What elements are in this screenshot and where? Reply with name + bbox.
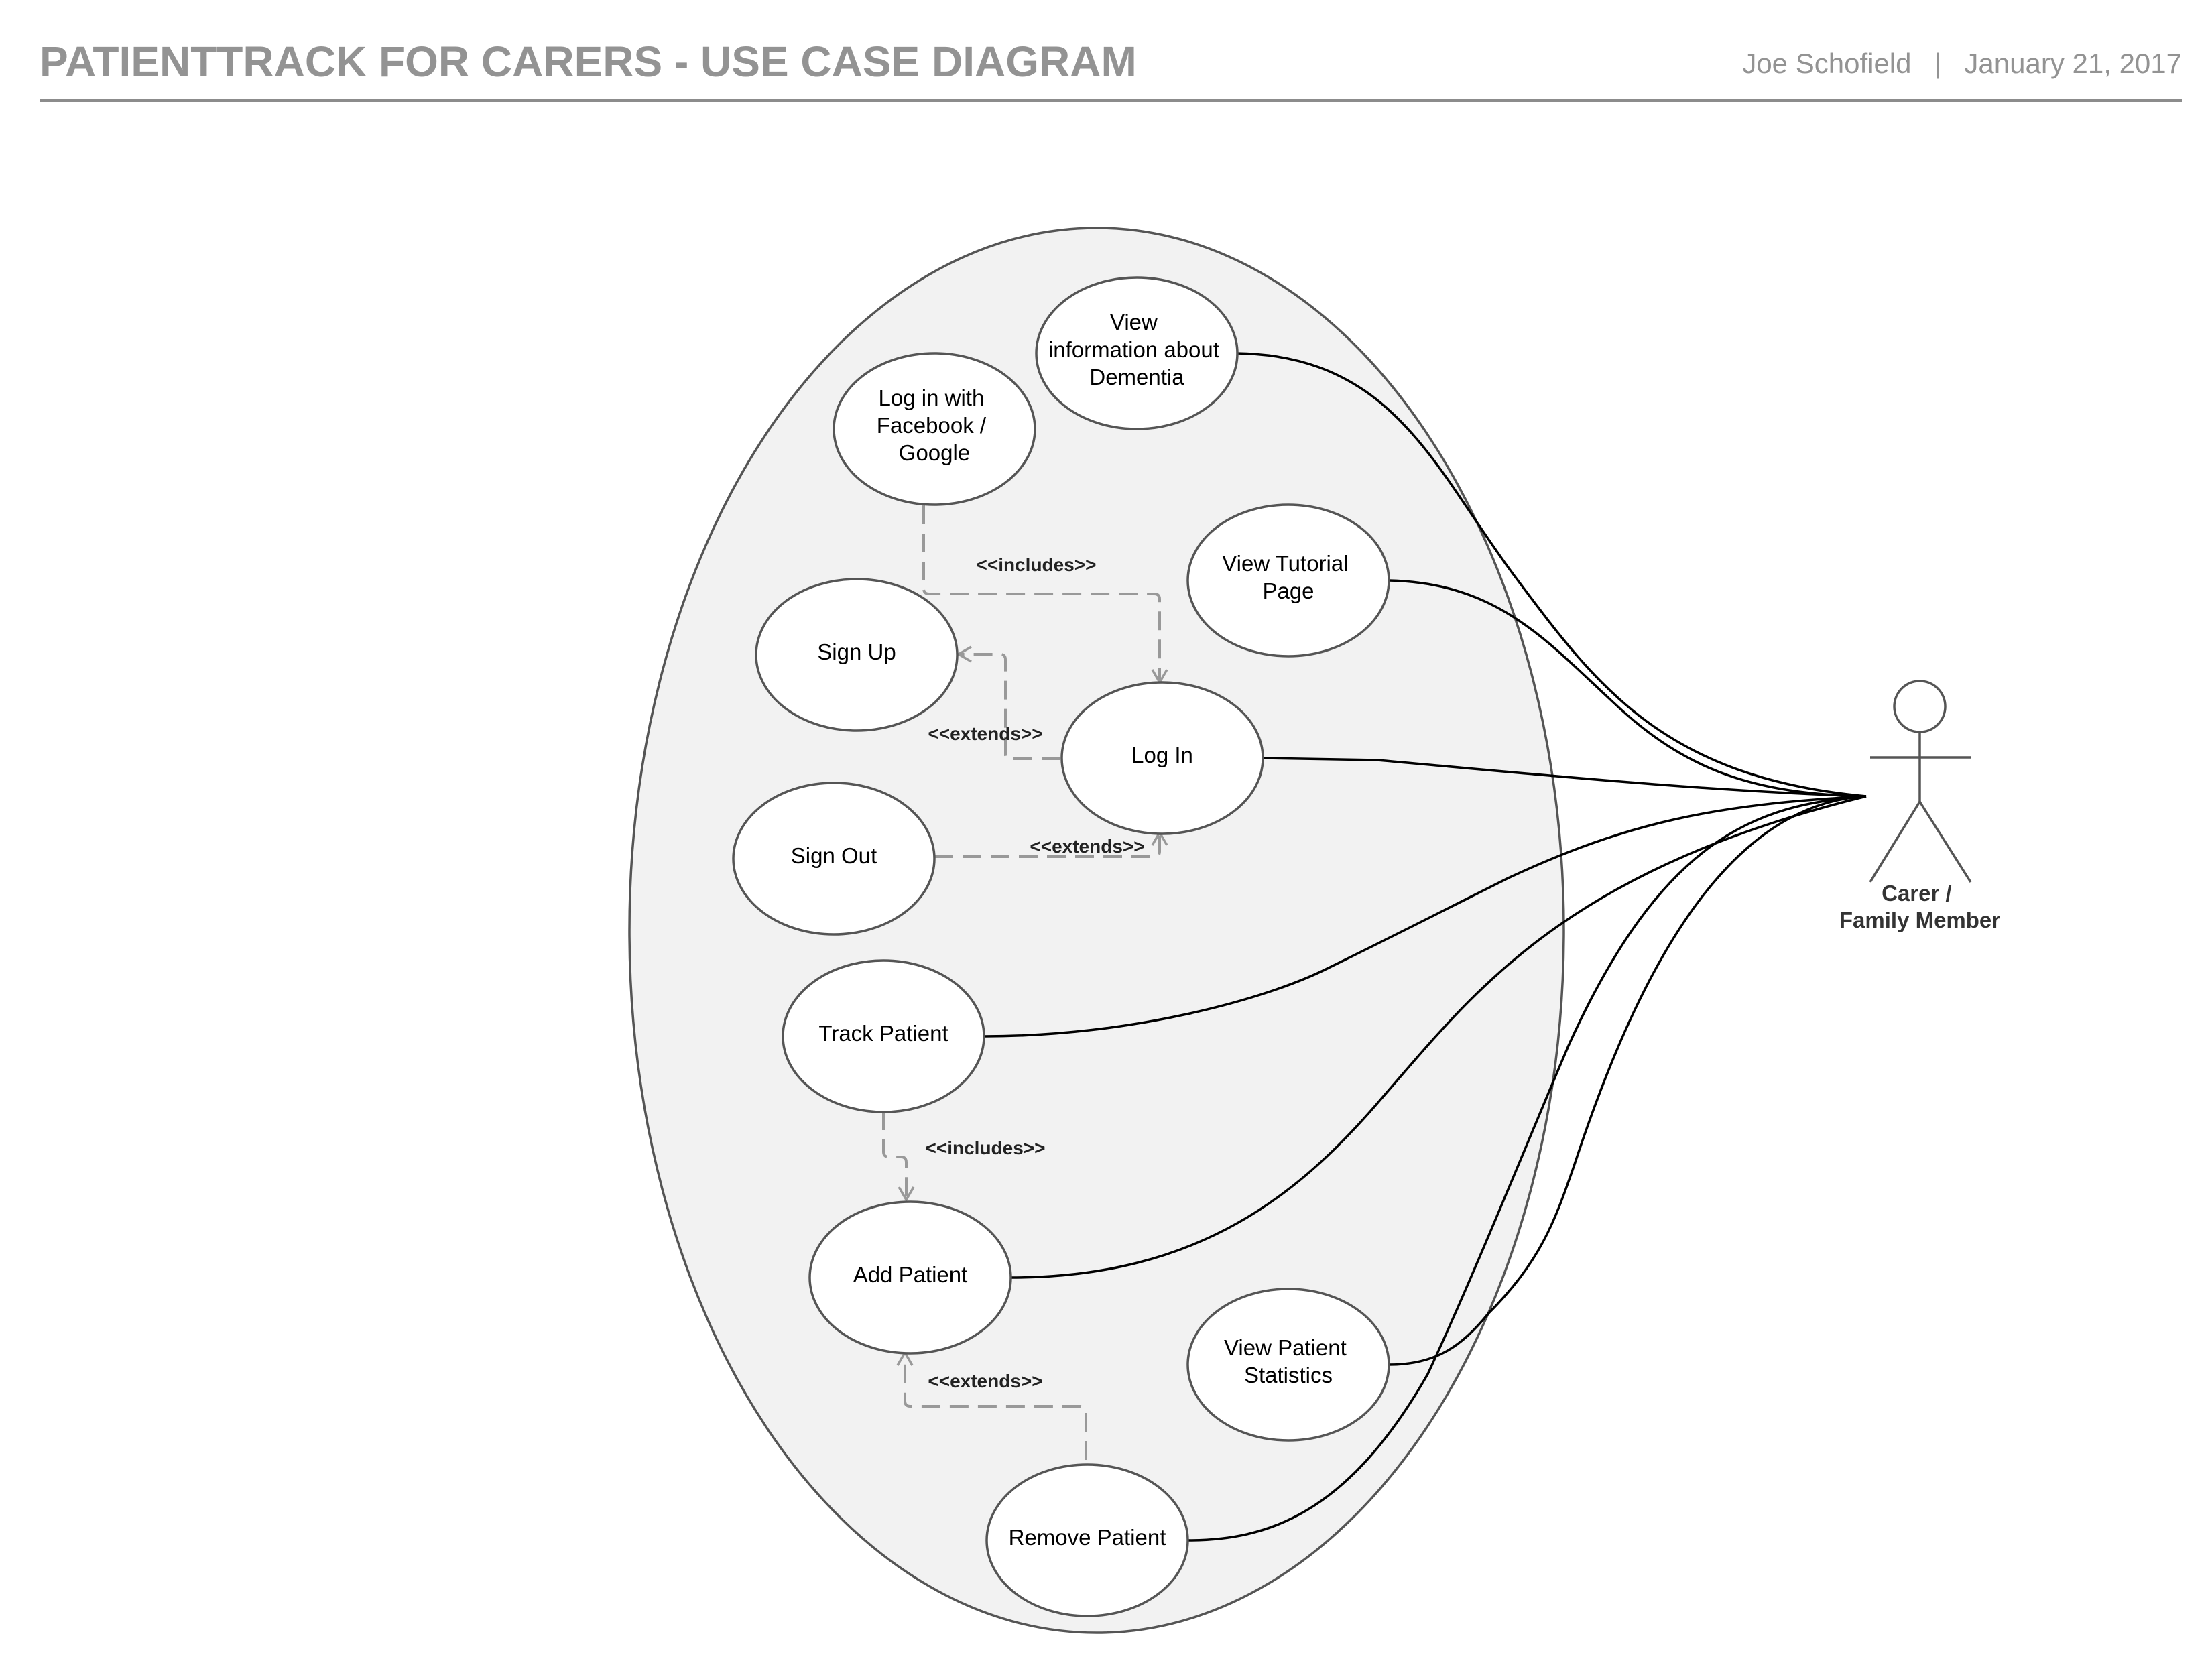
use-case-login-social: Log in with Facebook / Google [833, 352, 1036, 506]
use-case-label: Statistics [1244, 1363, 1333, 1387]
use-case-label: Log in with [879, 385, 985, 410]
assoc-track-patient [983, 795, 1867, 1038]
use-case-add-patient: Add Patient [808, 1200, 1012, 1355]
use-case-label: Page [1262, 578, 1314, 603]
use-case-view-dementia-info: View information about Dementia [1035, 276, 1239, 430]
use-case-label: Add Patient [853, 1262, 968, 1287]
author-name: Joe Schofield [1742, 48, 1912, 79]
use-case-ellipse [782, 959, 985, 1113]
use-case-label: Remove Patient [1009, 1525, 1166, 1550]
use-case-label: Track Patient [818, 1021, 948, 1046]
use-case-label: Sign Up [817, 639, 896, 664]
includes-track-line [882, 1111, 915, 1202]
actor-label: Carer / Family Member [1839, 881, 2000, 932]
assoc-add-patient [1010, 795, 1867, 1279]
svg-text:View information about: View information about Dementia [1048, 310, 1225, 389]
use-case-label: View Patient [1224, 1335, 1347, 1360]
use-case-label: Google [899, 440, 970, 465]
page-title: PATIENTTRACK FOR CARERS - USE CASE DIAGR… [40, 38, 1137, 86]
use-case-label: Log In [1131, 743, 1193, 767]
use-case-label: View Tutorial [1222, 551, 1348, 576]
use-case-remove-patient: Remove Patient [985, 1463, 1189, 1617]
actor-carer [1869, 680, 1972, 883]
extends-remove-line [896, 1350, 1087, 1460]
use-case-ellipse [1060, 681, 1264, 835]
relationship-label-extends-remove: <<extends>> [928, 1371, 1042, 1391]
use-case-view-tutorial: View Tutorial Page [1186, 503, 1390, 658]
actor-label-line: Carer / [1882, 881, 1952, 906]
use-case-ellipse [755, 578, 959, 732]
use-case-view-statistics: View Patient Statistics [1186, 1288, 1390, 1442]
use-case-label: Sign Out [791, 843, 877, 868]
association-lines [983, 352, 1867, 1542]
extends-signout-line [934, 830, 1168, 858]
system-boundary [628, 227, 1565, 1634]
actor-left-leg [1869, 801, 1921, 883]
actor-right-leg [1918, 801, 1972, 883]
use-case-track-patient: Track Patient [782, 959, 985, 1113]
svg-text:View Tutorial Page: View Tutorial Page [1222, 551, 1355, 603]
use-case-label: Facebook / [877, 413, 987, 438]
assoc-view-tutorial [1388, 579, 1867, 798]
svg-text:Log in with Facebook /: Log in with Facebook / Google [877, 385, 992, 465]
assoc-view-statistics [1388, 795, 1867, 1366]
relationship-label-extends-signup: <<extends>> [928, 723, 1042, 744]
actor-head [1893, 680, 1947, 733]
use-case-ellipse [1186, 1288, 1390, 1442]
use-case-ellipse [1035, 276, 1239, 430]
use-case-log-in: Log In [1060, 681, 1264, 835]
assoc-remove-patient [1187, 795, 1867, 1542]
extends-signup-line [956, 645, 1060, 760]
page-header: PATIENTTRACK FOR CARERS - USE CASE DIAGR… [40, 0, 2182, 102]
use-case-label: View [1110, 310, 1158, 334]
use-case-label: Dementia [1089, 365, 1184, 389]
relationship-label-includes-login: <<includes>> [977, 554, 1097, 575]
use-case-ellipse [1186, 503, 1390, 658]
use-case-ellipse [833, 352, 1036, 506]
relationship-label-extends-signout: <<extends>> [1030, 836, 1144, 857]
use-case-label: information about [1048, 337, 1219, 362]
use-case-ellipse [985, 1463, 1189, 1617]
use-case-ellipse [808, 1200, 1012, 1355]
assoc-log-in [1262, 757, 1867, 798]
header-separator: | [1934, 48, 1942, 79]
use-case-sign-up: Sign Up [755, 578, 959, 732]
use-case-ellipse [732, 782, 936, 936]
relationship-label-includes-track: <<includes>> [926, 1137, 1046, 1158]
dependency-lines [882, 505, 1168, 1460]
use-case-sign-out: Sign Out [732, 782, 936, 936]
actor-label-line: Family Member [1839, 908, 2000, 932]
assoc-view-dementia-info [1235, 352, 1867, 798]
svg-text:View Patient Statistics: View Patient Statistics [1224, 1335, 1353, 1387]
header-meta: Joe Schofield | January 21, 2017 [1742, 47, 2182, 80]
includes-login-line [922, 505, 1168, 685]
diagram-date: January 21, 2017 [1964, 48, 2182, 79]
